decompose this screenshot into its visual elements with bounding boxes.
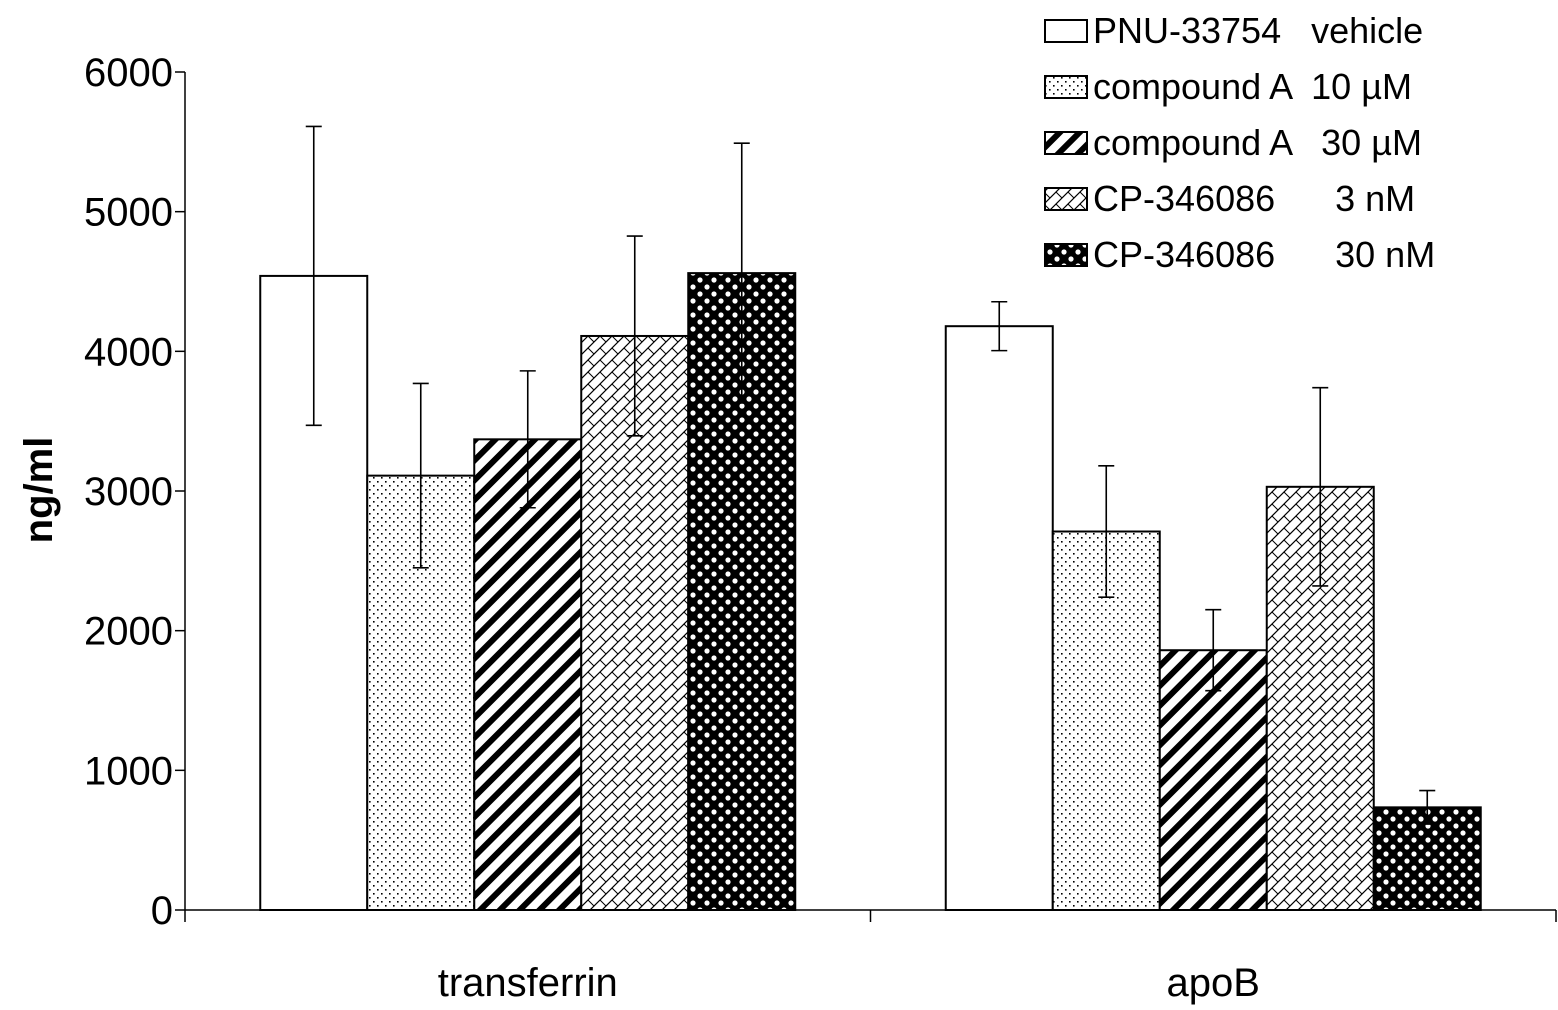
error-bars	[305, 125, 1436, 825]
legend-swatch	[1044, 75, 1088, 99]
bars	[259, 272, 1482, 912]
legend-label: PNU-33754 vehicle	[1093, 10, 1423, 51]
legend: PNU-33754 vehicle compound A 10 µM compoun…	[1044, 10, 1435, 275]
y-tick-label: 6000	[84, 51, 173, 95]
y-tick-label: 2000	[84, 610, 173, 654]
y-tick-label: 1000	[84, 749, 173, 793]
legend-label: CP-346086 30 nM	[1093, 234, 1435, 275]
category-label: transferrin	[438, 961, 618, 1005]
legend-label: CP-346086 3 nM	[1093, 178, 1415, 219]
legend-swatch	[1044, 187, 1088, 211]
y-axis-label: ng/ml	[17, 437, 61, 544]
legend-label: compound A 10 µM	[1093, 66, 1412, 107]
y-ticks: 0 1000 2000 3000 4000 5000 6000	[84, 51, 185, 933]
x-ticks	[184, 910, 1557, 922]
y-tick-label: 3000	[84, 470, 173, 514]
y-tick-label: 0	[151, 889, 173, 933]
legend-label: compound A 30 µM	[1093, 122, 1422, 163]
legend-swatch	[1044, 19, 1088, 43]
bar	[944, 325, 1054, 911]
y-tick-label: 4000	[84, 330, 173, 374]
legend-swatch	[1044, 243, 1088, 267]
bar	[1158, 649, 1268, 911]
category-label: apoB	[1167, 961, 1260, 1005]
legend-swatch	[1044, 131, 1088, 155]
bar	[473, 438, 583, 911]
category-labels: transferrin apoB	[438, 961, 1260, 1005]
y-tick-label: 5000	[84, 191, 173, 235]
